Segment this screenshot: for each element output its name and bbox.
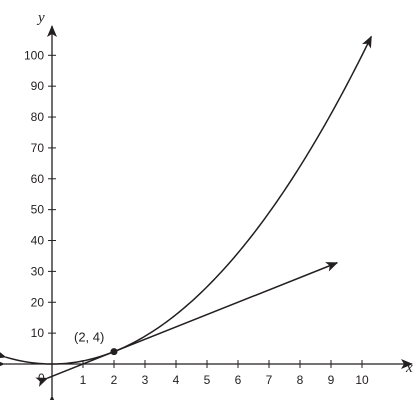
origin-label: 0 — [38, 371, 45, 385]
parabola-series — [0, 35, 372, 365]
x-tick-label: 7 — [266, 373, 273, 387]
y-tick-label: 10 — [31, 326, 45, 340]
x-tick-label: 9 — [328, 373, 335, 387]
y-axis-label: y — [36, 10, 45, 26]
x-tick-label: 5 — [204, 373, 211, 387]
x-tick-label: 1 — [80, 373, 87, 387]
axes: x y 0 — [0, 10, 413, 400]
points: (2, 4) — [74, 330, 118, 356]
y-tick-label: 30 — [31, 264, 45, 278]
y-tick-label: 20 — [31, 295, 45, 309]
tangent-point — [110, 348, 118, 356]
series — [0, 35, 372, 387]
y-tick-label: 70 — [31, 141, 45, 155]
x-tick-label: 10 — [355, 373, 369, 387]
y-tick-label: 60 — [31, 172, 45, 186]
x-tick-label: 3 — [142, 373, 149, 387]
tangent-point-label: (2, 4) — [74, 330, 104, 345]
x-tick-label: 4 — [173, 373, 180, 387]
x-tick-label: 8 — [297, 373, 304, 387]
y-tick-label: 100 — [24, 48, 44, 62]
y-tick-label: 50 — [31, 203, 45, 217]
y-tick-label: 90 — [31, 79, 45, 93]
y-tick-label: 40 — [31, 234, 45, 248]
tangent-line-series — [35, 262, 339, 387]
x-tick-label: 2 — [111, 373, 118, 387]
y-tick-label: 80 — [31, 110, 45, 124]
x-tick-label: 6 — [235, 373, 242, 387]
x-axis-label: x — [405, 360, 413, 376]
